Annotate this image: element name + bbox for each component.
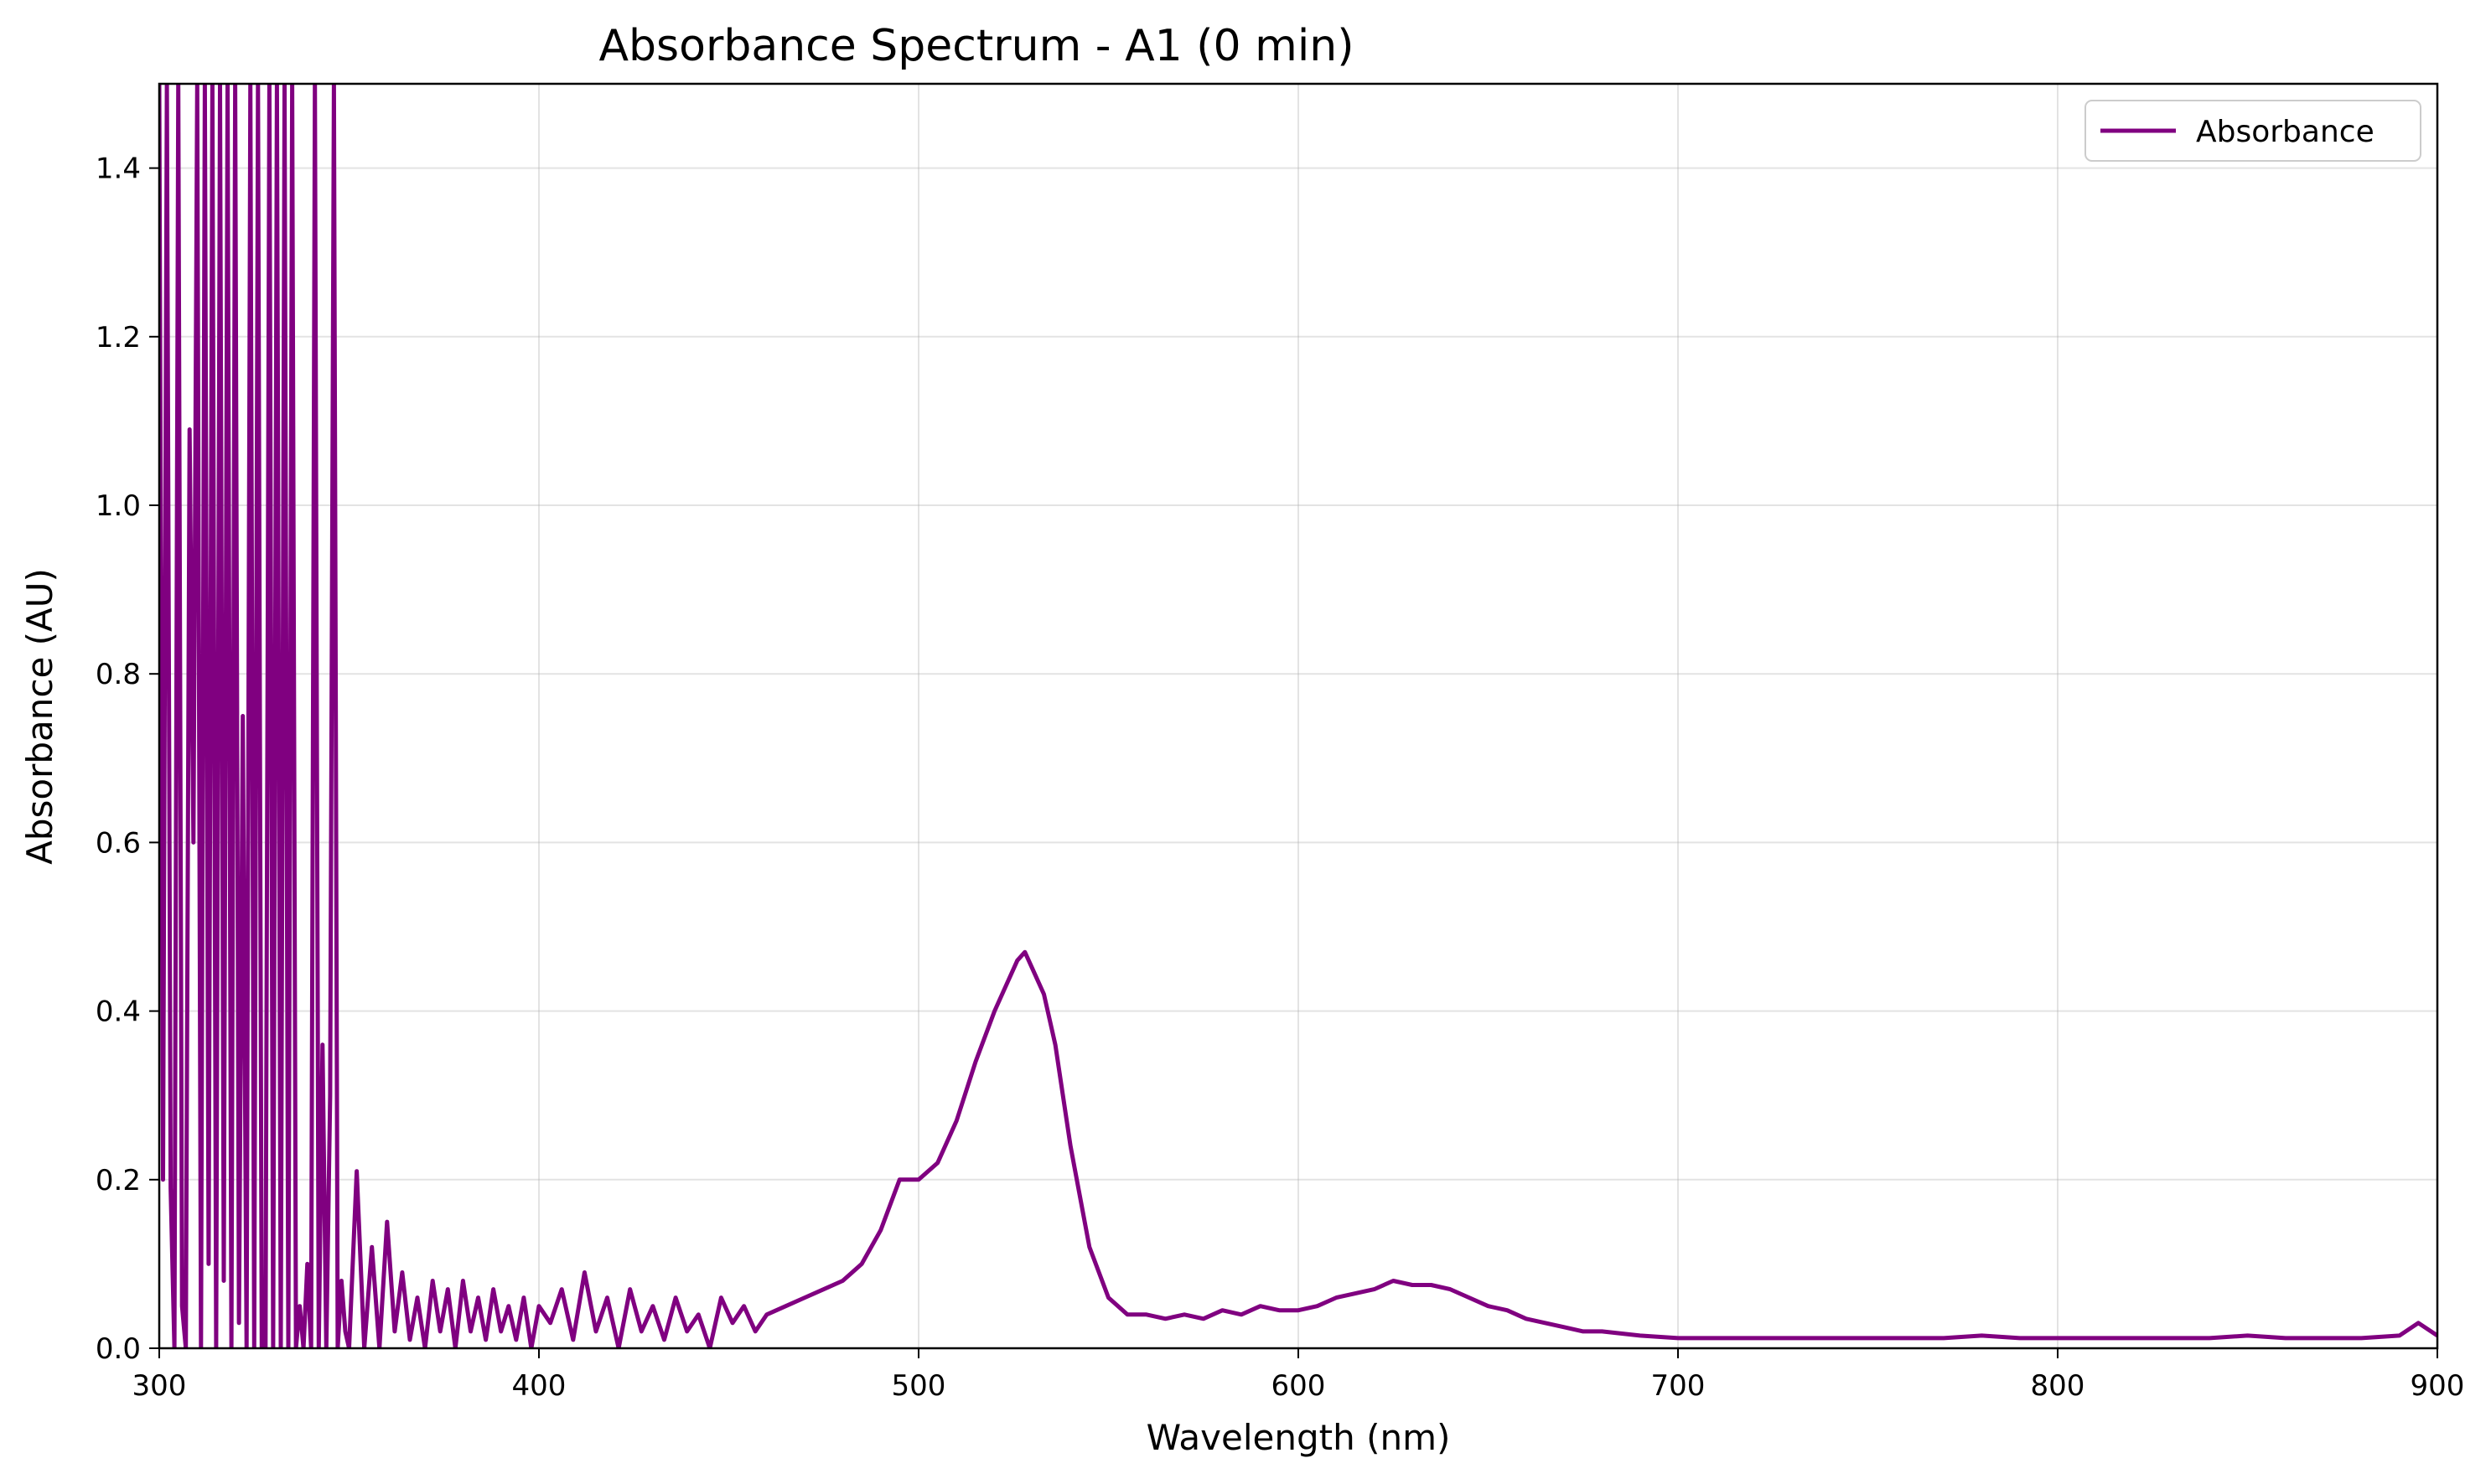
x-tick-label: 300 xyxy=(132,1369,187,1403)
y-tick-label: 1.0 xyxy=(96,489,141,523)
y-tick-label: 0.8 xyxy=(96,658,141,691)
x-tick-label: 800 xyxy=(2031,1369,2085,1403)
y-tick-label: 0.2 xyxy=(96,1164,141,1197)
legend-entry-absorbance: Absorbance xyxy=(2196,115,2374,149)
y-tick-label: 0.0 xyxy=(96,1332,141,1366)
x-tick-label: 900 xyxy=(2411,1369,2465,1403)
y-tick-label: 0.6 xyxy=(96,826,141,860)
y-tick-label: 1.2 xyxy=(96,321,141,354)
y-tick-label: 1.4 xyxy=(96,153,141,186)
x-tick-label: 700 xyxy=(1651,1369,1706,1403)
x-axis-ticks: 300 400 500 600 700 800 900 xyxy=(132,1348,2465,1403)
legend-box xyxy=(2084,100,2421,162)
y-axis-ticks: 0.0 0.2 0.4 0.6 0.8 1.0 1.2 1.4 xyxy=(96,153,159,1366)
y-axis-label: Absorbance (AU) xyxy=(19,568,60,865)
x-axis-label: Wavelength (nm) xyxy=(1147,1417,1451,1458)
absorbance-series-line xyxy=(159,84,2437,1348)
plot-area xyxy=(159,84,2437,1348)
x-tick-label: 400 xyxy=(512,1369,567,1403)
x-tick-label: 600 xyxy=(1271,1369,1326,1403)
chart-title: Absorbance Spectrum - A1 (0 min) xyxy=(598,21,1354,71)
y-tick-label: 0.4 xyxy=(96,995,141,1029)
x-tick-label: 500 xyxy=(892,1369,946,1403)
legend: Absorbance xyxy=(2084,100,2421,162)
